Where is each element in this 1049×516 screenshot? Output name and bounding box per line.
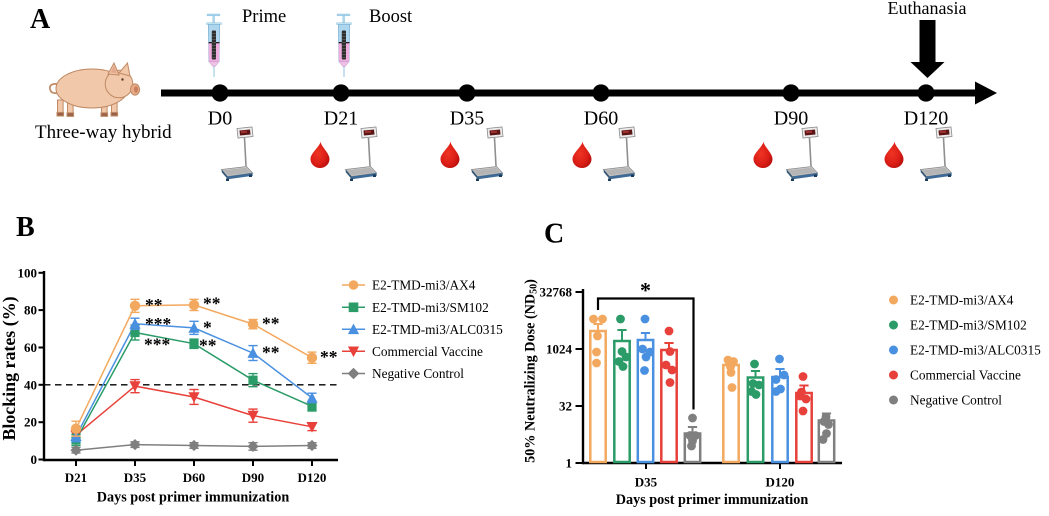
svg-text:D0: D0 [208, 108, 232, 130]
svg-text:**: ** [145, 295, 163, 315]
svg-text:Euthanasia: Euthanasia [888, 0, 967, 18]
svg-text:***: *** [144, 335, 171, 355]
svg-text:D90: D90 [774, 108, 808, 130]
svg-text:E2-TMD-mi3/SM102: E2-TMD-mi3/SM102 [910, 318, 1027, 333]
svg-text:50% Neutralizing Dose (ND50): 50% Neutralizing Dose (ND50) [523, 279, 540, 463]
svg-text:E2-TMD-mi3/ALC0315: E2-TMD-mi3/ALC0315 [910, 343, 1041, 358]
svg-text:**: ** [203, 294, 221, 314]
svg-text:Boost: Boost [369, 7, 413, 27]
svg-text:**: ** [199, 336, 217, 356]
svg-text:D120: D120 [904, 108, 948, 130]
svg-text:Negative Control: Negative Control [372, 366, 464, 381]
svg-text:D90: D90 [242, 470, 264, 485]
svg-text:20: 20 [24, 415, 37, 430]
svg-text:D60: D60 [584, 108, 618, 130]
svg-text:Blocking rates (%): Blocking rates (%) [0, 296, 20, 440]
svg-text:**: ** [262, 343, 280, 363]
svg-text:D35: D35 [124, 470, 147, 485]
svg-text:Negative Control: Negative Control [910, 393, 1002, 408]
svg-text:D60: D60 [183, 470, 205, 485]
svg-text:1: 1 [566, 456, 573, 471]
svg-text:E2-TMD-mi3/ALC0315: E2-TMD-mi3/ALC0315 [372, 322, 503, 337]
svg-text:*: * [640, 278, 651, 303]
svg-text:D35: D35 [450, 108, 484, 130]
svg-text:32: 32 [559, 399, 572, 414]
svg-text:Three-way hybrid: Three-way hybrid [35, 122, 172, 143]
svg-text:Commercial Vaccine: Commercial Vaccine [372, 344, 483, 359]
svg-text:40: 40 [24, 377, 37, 392]
svg-text:E2-TMD-mi3/AX4: E2-TMD-mi3/AX4 [372, 278, 476, 293]
svg-text:D120: D120 [766, 475, 795, 490]
svg-text:0: 0 [31, 452, 38, 467]
svg-text:60: 60 [24, 340, 37, 355]
svg-text:***: *** [145, 314, 172, 334]
svg-text:**: ** [320, 347, 338, 367]
svg-text:80: 80 [24, 303, 37, 318]
svg-text:D21: D21 [65, 470, 87, 485]
svg-text:B: B [16, 212, 35, 243]
svg-text:1024: 1024 [546, 342, 573, 357]
svg-text:Days post primer immunization: Days post primer immunization [616, 492, 809, 508]
svg-text:Days post primer immunization: Days post primer immunization [97, 490, 290, 506]
svg-text:*: * [203, 318, 212, 338]
svg-text:32768: 32768 [540, 285, 573, 300]
svg-text:A: A [30, 4, 51, 35]
svg-text:D120: D120 [298, 470, 327, 485]
svg-text:C: C [544, 219, 564, 250]
svg-text:E2-TMD-mi3/SM102: E2-TMD-mi3/SM102 [372, 300, 489, 315]
svg-text:D35: D35 [635, 475, 658, 490]
svg-text:Commercial Vaccine: Commercial Vaccine [910, 368, 1021, 383]
svg-text:E2-TMD-mi3/AX4: E2-TMD-mi3/AX4 [910, 293, 1014, 308]
svg-text:**: ** [262, 314, 280, 334]
svg-text:100: 100 [18, 265, 38, 280]
svg-text:Prime: Prime [242, 7, 286, 27]
svg-text:D21: D21 [324, 108, 358, 130]
